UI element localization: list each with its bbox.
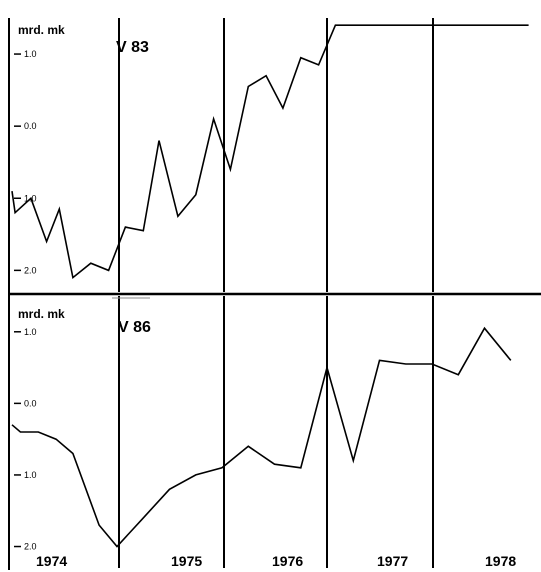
y-tick-label: 1.0 bbox=[24, 49, 37, 59]
y-tick-label: 1.0 bbox=[24, 470, 37, 480]
x-tick-label: 1974 bbox=[36, 553, 67, 569]
unit-label: mrd. mk bbox=[18, 307, 65, 321]
x-tick-label: 1975 bbox=[171, 553, 202, 569]
unit-label: mrd. mk bbox=[18, 23, 65, 37]
y-tick-label: 0.0 bbox=[24, 398, 37, 408]
y-tick-label: 0.0 bbox=[24, 121, 37, 131]
y-tick-label: 1.0 bbox=[24, 327, 37, 337]
y-tick-label: 2.0 bbox=[24, 265, 37, 275]
series-line bbox=[11, 24, 529, 280]
panel-title: V 86 bbox=[118, 319, 151, 336]
x-tick-label: 1976 bbox=[272, 553, 303, 569]
panel-title: V 83 bbox=[116, 39, 149, 56]
series-line bbox=[11, 326, 512, 548]
x-tick-label: 1977 bbox=[377, 553, 408, 569]
y-tick-label: 2.0 bbox=[24, 542, 37, 552]
x-tick-label: 1978 bbox=[485, 553, 516, 569]
